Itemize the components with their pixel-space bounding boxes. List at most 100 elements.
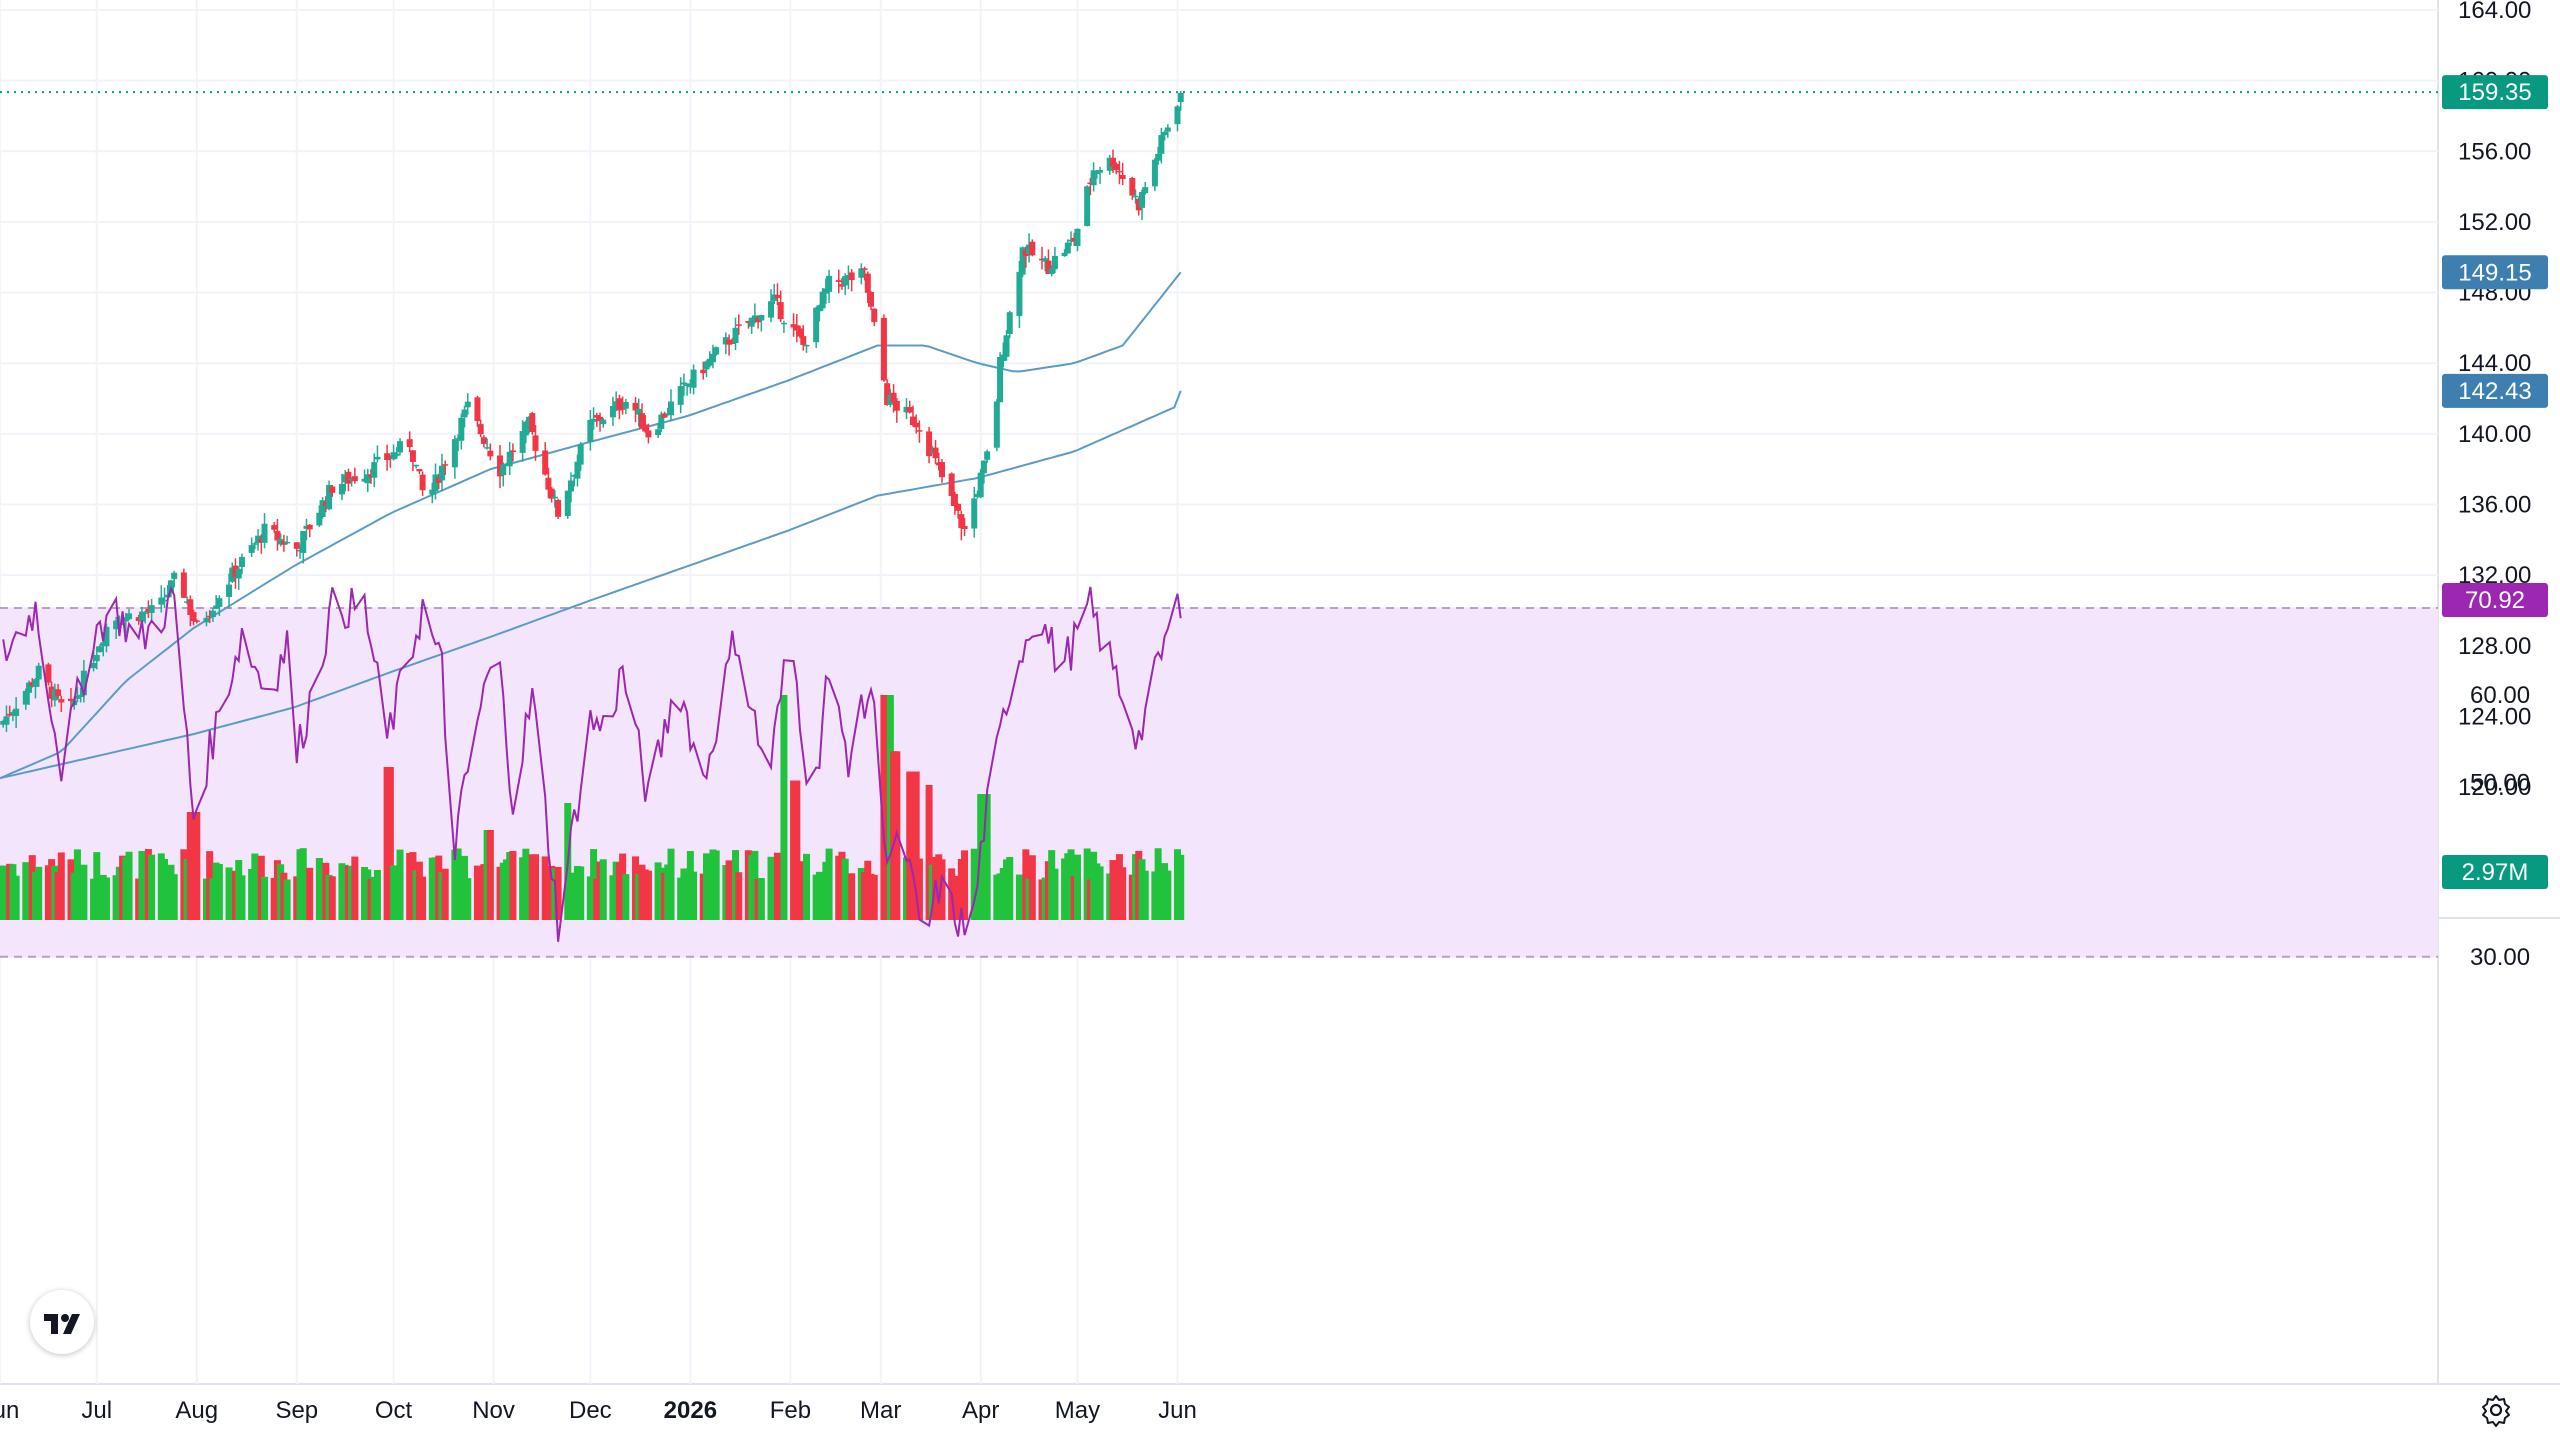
candle	[622, 398, 629, 415]
candle	[203, 611, 210, 627]
candle	[1093, 170, 1100, 179]
candle	[635, 398, 642, 427]
time-tick-label: Aug	[175, 1397, 218, 1424]
candle	[1113, 162, 1120, 175]
candle	[406, 431, 413, 452]
candle-body	[319, 500, 326, 518]
volume-bar	[283, 879, 291, 920]
candle	[45, 662, 52, 686]
candle-body	[297, 549, 304, 552]
candle-body	[1093, 170, 1100, 175]
candle	[529, 411, 536, 435]
time-tick-label: Dec	[569, 1397, 612, 1424]
candle-body	[1071, 237, 1078, 242]
candle-body	[609, 406, 616, 418]
candle	[0, 719, 7, 728]
candle-body	[432, 474, 439, 492]
candle-body	[1006, 312, 1013, 334]
candle	[55, 684, 62, 700]
candle-body	[13, 708, 20, 717]
candle-body	[6, 713, 13, 716]
candle	[1174, 104, 1181, 132]
candle	[929, 445, 936, 454]
candle	[890, 384, 897, 413]
ma50-badge-bg	[2442, 255, 2548, 290]
candle	[813, 306, 820, 348]
candle	[1177, 91, 1184, 111]
candle-body	[735, 324, 742, 326]
candle-body	[929, 451, 936, 454]
candle	[461, 405, 468, 428]
candle-body	[645, 430, 652, 438]
candle-body	[706, 358, 713, 366]
candle	[751, 303, 758, 324]
candle-body	[97, 646, 104, 653]
candle	[1132, 189, 1139, 204]
candle	[1090, 162, 1097, 192]
volume-bar	[712, 850, 720, 920]
candle-body	[226, 584, 233, 598]
gear-icon[interactable]	[2478, 1392, 2514, 1428]
candle-body	[461, 409, 468, 418]
volume-bar	[938, 859, 946, 920]
candle	[1026, 233, 1033, 263]
candle-body	[1016, 271, 1023, 317]
candle-body	[522, 421, 529, 436]
candle	[835, 269, 842, 294]
ma200-badge: 142.43	[2442, 373, 2548, 408]
candle-body	[216, 598, 223, 607]
candle	[1048, 265, 1055, 277]
candle	[938, 458, 945, 483]
candle	[1038, 246, 1045, 270]
candle	[103, 623, 110, 653]
candle	[732, 317, 739, 351]
candle	[500, 462, 507, 487]
price-tick-label: 128.00	[2458, 633, 2531, 660]
candle-body	[590, 418, 597, 422]
tradingview-logo-icon[interactable]	[30, 1290, 94, 1354]
candle	[797, 325, 804, 339]
candle	[819, 288, 826, 311]
candle-body	[409, 450, 416, 462]
candle-body	[300, 531, 307, 553]
candle-body	[938, 462, 945, 478]
rsi-tick-label: 60.00	[2470, 682, 2530, 709]
candle	[319, 497, 326, 519]
candle	[451, 435, 458, 479]
candle	[548, 487, 555, 503]
rsi-line	[2, 585, 1182, 942]
candle-body	[51, 689, 58, 701]
last-price-badge-bg	[2442, 75, 2548, 110]
volume-bar	[306, 867, 314, 920]
candle-body	[700, 369, 707, 374]
candle-body	[122, 617, 129, 622]
volume-bar	[328, 876, 336, 920]
candle	[703, 360, 710, 378]
candle-body	[77, 694, 84, 698]
candle	[361, 469, 368, 483]
candle	[645, 423, 652, 444]
volume-bar	[419, 876, 427, 920]
candle-body	[274, 531, 281, 541]
candle-body	[232, 565, 239, 577]
candle-body	[316, 512, 323, 526]
candle-body	[229, 567, 236, 582]
candle-body	[845, 275, 852, 280]
candle	[261, 513, 268, 549]
candle	[848, 269, 855, 292]
candle	[1151, 158, 1158, 192]
candle-body	[797, 328, 804, 337]
candle	[571, 474, 578, 487]
candle-body	[842, 276, 849, 286]
candle	[971, 486, 978, 538]
candle	[248, 537, 255, 558]
candle-body	[393, 453, 400, 456]
candle-body	[858, 268, 865, 278]
candle	[893, 398, 900, 423]
candle-body	[209, 610, 216, 618]
candle-body	[822, 288, 829, 294]
candle-body	[251, 543, 258, 545]
candle-body	[748, 317, 755, 327]
